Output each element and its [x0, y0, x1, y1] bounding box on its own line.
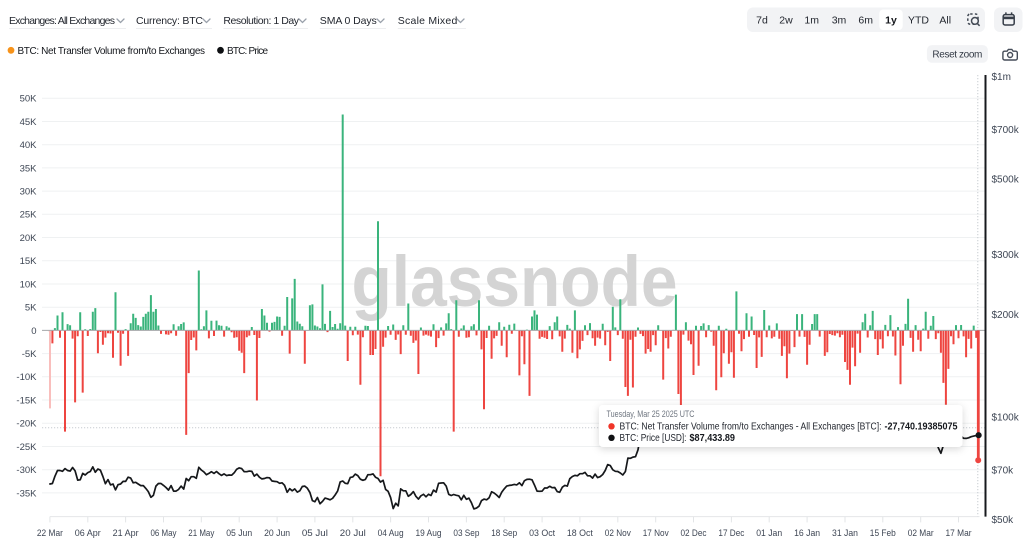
- svg-text:SMA 0 Days: SMA 0 Days: [320, 15, 377, 27]
- svg-text:$700k: $700k: [992, 125, 1020, 136]
- svg-text:02 Mar: 02 Mar: [908, 528, 934, 539]
- svg-text:BTC: Price [USD]:: BTC: Price [USD]:: [620, 432, 687, 444]
- svg-text:$1m: $1m: [992, 72, 1011, 83]
- svg-text:Reset zoom: Reset zoom: [932, 49, 982, 60]
- svg-text:$70k: $70k: [992, 465, 1015, 476]
- svg-text:0: 0: [31, 326, 36, 337]
- svg-text:15 Feb: 15 Feb: [870, 528, 896, 539]
- svg-text:$100k: $100k: [992, 413, 1020, 424]
- svg-text:03 Oct: 03 Oct: [529, 528, 555, 539]
- svg-text:7d: 7d: [756, 15, 768, 27]
- svg-text:-25K: -25K: [16, 442, 37, 453]
- svg-text:21 May: 21 May: [188, 528, 214, 539]
- svg-text:30K: 30K: [20, 187, 38, 198]
- svg-text:All: All: [939, 15, 951, 27]
- svg-text:17 Nov: 17 Nov: [643, 528, 669, 539]
- svg-text:Scale Mixed: Scale Mixed: [398, 15, 458, 27]
- svg-text:1m: 1m: [804, 15, 819, 27]
- svg-text:20 Jun: 20 Jun: [264, 528, 290, 539]
- svg-text:17 Mar: 17 Mar: [946, 528, 972, 539]
- svg-text:45K: 45K: [20, 117, 38, 128]
- svg-text:20 Jul: 20 Jul: [340, 528, 366, 539]
- svg-text:05 Jun: 05 Jun: [226, 528, 252, 539]
- svg-text:$300k: $300k: [992, 250, 1020, 261]
- svg-text:-30K: -30K: [16, 465, 37, 476]
- svg-text:04 Aug: 04 Aug: [378, 528, 404, 539]
- svg-text:06 May: 06 May: [151, 528, 177, 539]
- svg-text:19 Aug: 19 Aug: [416, 528, 442, 539]
- svg-text:16 Jan: 16 Jan: [794, 528, 820, 539]
- svg-text:Exchanges: All Exchanges: Exchanges: All Exchanges: [9, 15, 115, 27]
- svg-text:2w: 2w: [779, 15, 793, 27]
- svg-text:$500k: $500k: [992, 175, 1020, 186]
- svg-text:18 Oct: 18 Oct: [567, 528, 593, 539]
- svg-text:-27,740.19385075: -27,740.19385075: [885, 421, 958, 433]
- svg-text:20K: 20K: [20, 233, 38, 244]
- svg-text:Resolution: 1 Day: Resolution: 1 Day: [223, 15, 299, 27]
- svg-text:3m: 3m: [832, 15, 847, 27]
- svg-text:02 Nov: 02 Nov: [605, 528, 631, 539]
- svg-text:31 Jan: 31 Jan: [832, 528, 858, 539]
- svg-text:17 Dec: 17 Dec: [718, 528, 744, 539]
- svg-text:18 Sep: 18 Sep: [491, 528, 517, 539]
- svg-text:-5K: -5K: [22, 349, 37, 360]
- svg-text:40K: 40K: [20, 140, 38, 151]
- svg-text:02 Dec: 02 Dec: [681, 528, 707, 539]
- svg-text:$87,433.89: $87,433.89: [690, 432, 736, 444]
- svg-text:glassnode: glassnode: [352, 243, 678, 322]
- svg-text:05 Jul: 05 Jul: [302, 528, 328, 539]
- svg-text:$50k: $50k: [992, 515, 1015, 526]
- svg-text:-20K: -20K: [16, 419, 37, 430]
- svg-text:YTD: YTD: [908, 15, 929, 27]
- svg-text:-10K: -10K: [16, 372, 37, 383]
- svg-text:25K: 25K: [20, 210, 38, 221]
- svg-text:$200k: $200k: [992, 310, 1020, 321]
- svg-text:01 Jan: 01 Jan: [756, 528, 782, 539]
- svg-text:Tuesday, Mar 25 2025 UTC: Tuesday, Mar 25 2025 UTC: [607, 409, 695, 420]
- svg-text:21 Apr: 21 Apr: [113, 528, 139, 539]
- svg-text:03 Sep: 03 Sep: [453, 528, 479, 539]
- svg-text:22 Mar: 22 Mar: [37, 528, 63, 539]
- svg-text:5K: 5K: [25, 303, 37, 314]
- svg-text:-15K: -15K: [16, 395, 37, 406]
- svg-text:BTC: Price: BTC: Price: [227, 46, 268, 57]
- svg-text:BTC: Net Transfer Volume from/: BTC: Net Transfer Volume from/to Exchang…: [18, 46, 206, 57]
- svg-text:-35K: -35K: [16, 488, 37, 499]
- svg-text:1y: 1y: [885, 15, 897, 27]
- svg-text:6m: 6m: [858, 15, 873, 27]
- svg-text:15K: 15K: [20, 256, 38, 267]
- svg-text:50K: 50K: [20, 94, 38, 105]
- svg-text:10K: 10K: [20, 279, 38, 290]
- svg-text:BTC: Net Transfer Volume from/: BTC: Net Transfer Volume from/to Exchang…: [620, 421, 882, 433]
- svg-text:06 Apr: 06 Apr: [75, 528, 101, 539]
- svg-text:35K: 35K: [20, 163, 38, 174]
- svg-text:Currency: BTC: Currency: BTC: [136, 15, 203, 27]
